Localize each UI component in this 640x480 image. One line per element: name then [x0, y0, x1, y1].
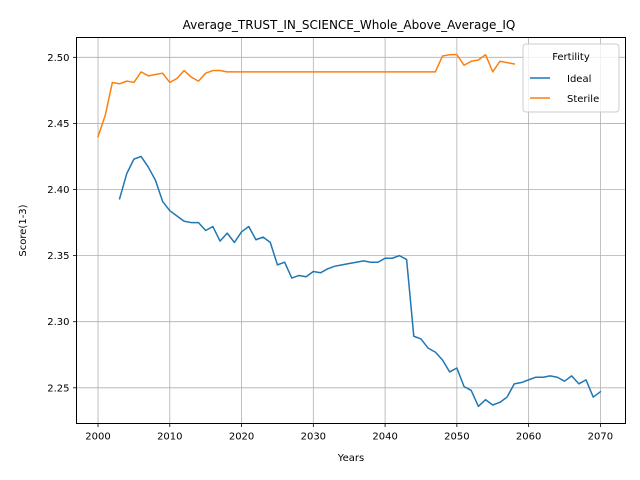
x-tick-label: 2060 — [516, 432, 541, 443]
x-tick-label: 2030 — [301, 432, 326, 443]
legend-label-sterile: Sterile — [567, 94, 599, 105]
y-tick-label: 2.50 — [47, 53, 69, 64]
y-tick-label: 2.25 — [47, 383, 69, 394]
y-tick-label: 2.45 — [47, 119, 69, 130]
x-tick-label: 2070 — [588, 432, 613, 443]
legend-box — [522, 43, 620, 113]
legend: Fertility Ideal Sterile — [522, 43, 620, 113]
y-axis-label: Score(1-3) — [18, 204, 29, 256]
x-axis-label: Years — [337, 453, 364, 464]
y-tick-label: 2.30 — [47, 317, 69, 328]
legend-label-ideal: Ideal — [567, 74, 591, 85]
x-tick-label: 2000 — [85, 432, 110, 443]
x-tick-label: 2020 — [229, 432, 254, 443]
legend-title: Fertility — [552, 52, 590, 63]
x-axis-ticks: 2000 2010 2020 2030 2040 2050 2060 2070 — [85, 423, 613, 443]
chart-title: Average_TRUST_IN_SCIENCE_Whole_Above_Ave… — [183, 18, 516, 32]
x-tick-label: 2050 — [444, 432, 469, 443]
series-layer — [97, 53, 602, 408]
x-tick-label: 2040 — [372, 432, 397, 443]
y-axis-ticks: 2.25 2.30 2.35 2.40 2.45 2.50 — [47, 53, 77, 394]
y-tick-label: 2.35 — [47, 251, 69, 262]
series-line-sterile — [97, 53, 516, 138]
x-tick-label: 2010 — [157, 432, 182, 443]
plot-frame — [76, 37, 626, 424]
y-tick-label: 2.40 — [47, 185, 69, 196]
series-line-ideal — [118, 155, 602, 408]
